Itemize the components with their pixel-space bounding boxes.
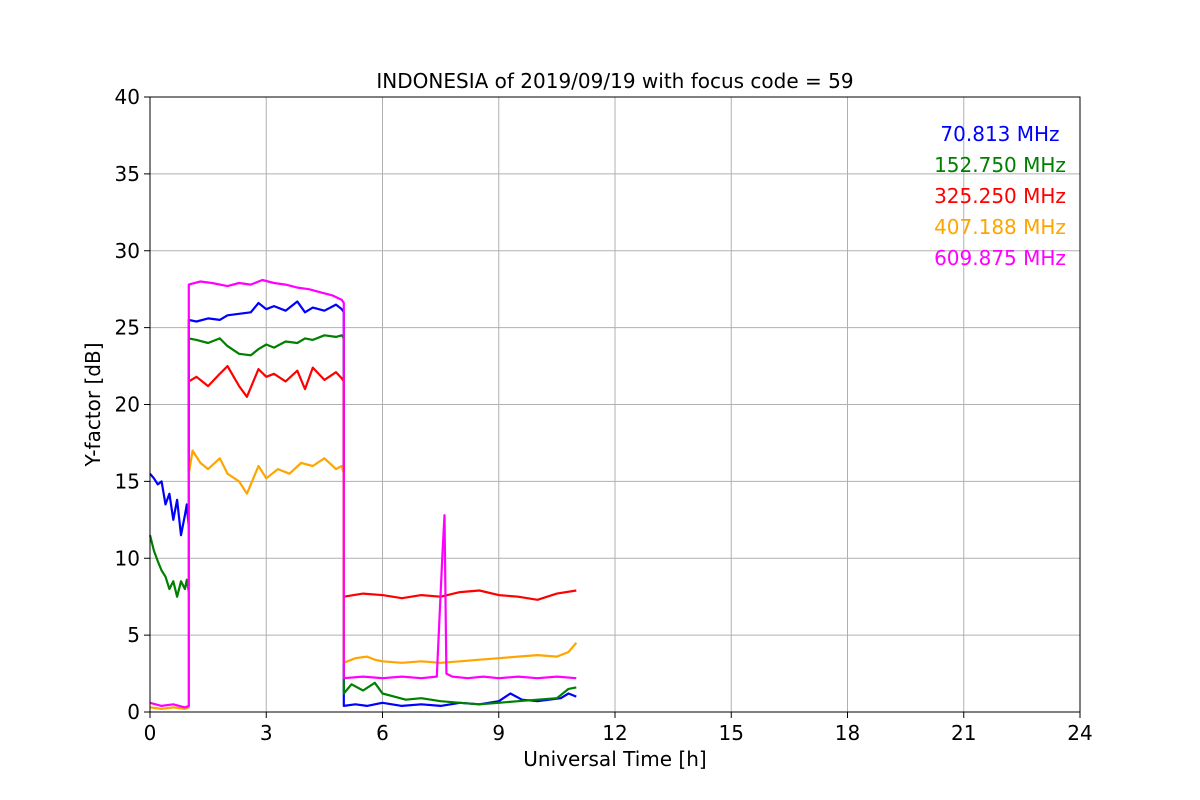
x-tick-label: 0 (144, 721, 157, 745)
x-tick-label: 3 (260, 721, 273, 745)
x-tick-label: 9 (492, 721, 505, 745)
series-line-4 (149, 278, 577, 709)
series-line-2 (188, 365, 577, 601)
legend-entry: 325.250 MHz (934, 184, 1066, 208)
chart-title: INDONESIA of 2019/09/19 with focus code … (376, 69, 853, 93)
series-lines (148, 278, 578, 711)
y-tick-label: 25 (115, 316, 140, 340)
x-tick-label: 6 (376, 721, 389, 745)
series-line-0 (149, 300, 577, 708)
y-tick-label: 15 (115, 469, 140, 493)
legend: 70.813 MHz 152.750 MHz 325.250 MHz 407.188 … (934, 122, 1066, 270)
x-tick-label: 15 (719, 721, 744, 745)
y-axis-ticks: 0 5 10 15 20 25 30 35 40 (115, 85, 150, 724)
x-axis-ticks: 0 3 6 9 12 15 18 21 24 (144, 712, 1093, 745)
legend-entry: 407.188 MHz (934, 215, 1066, 239)
series-line-1 (148, 334, 577, 706)
series-line-3 (149, 449, 578, 711)
y-tick-label: 5 (127, 623, 140, 647)
x-tick-label: 24 (1067, 721, 1092, 745)
y-tick-label: 30 (115, 239, 140, 263)
y-axis-label: Y-factor [dB] (81, 342, 105, 467)
x-tick-label: 12 (602, 721, 627, 745)
x-axis-label: Universal Time [h] (523, 747, 706, 771)
y-tick-label: 0 (127, 700, 140, 724)
x-tick-label: 18 (835, 721, 860, 745)
legend-entry: 609.875 MHz (934, 246, 1066, 270)
y-tick-label: 35 (115, 162, 140, 186)
legend-entry: 152.750 MHz (934, 153, 1066, 177)
x-tick-label: 21 (951, 721, 976, 745)
y-tick-label: 40 (115, 85, 140, 109)
legend-entry: 70.813 MHz (940, 122, 1059, 146)
y-tick-label: 10 (115, 546, 140, 570)
y-tick-label: 20 (115, 393, 140, 417)
